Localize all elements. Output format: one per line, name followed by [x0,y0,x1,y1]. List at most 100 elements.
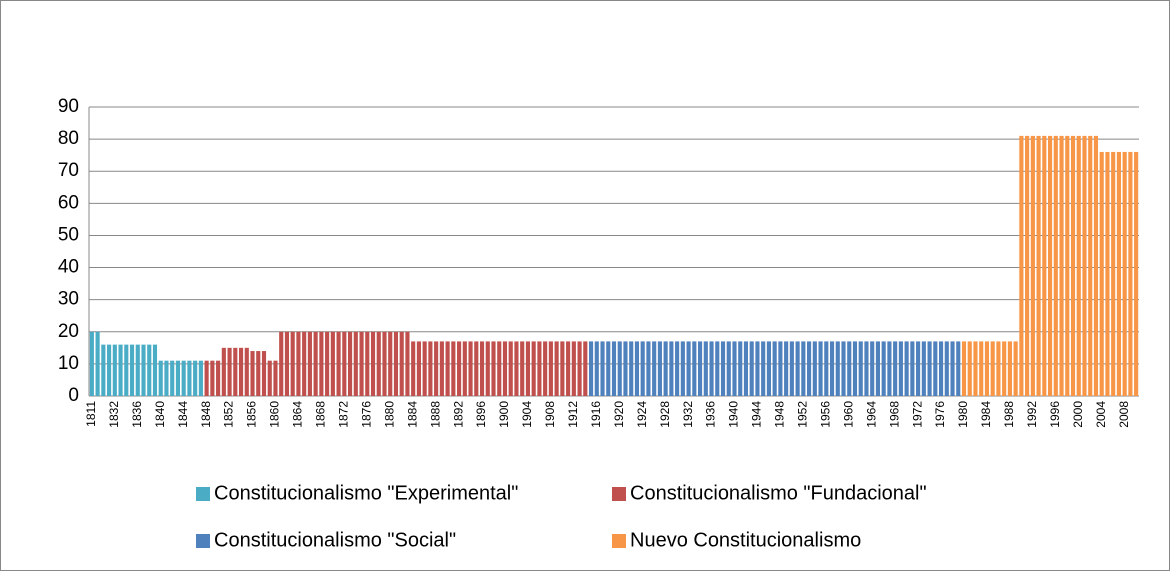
bar [967,341,972,396]
bar [1111,151,1116,396]
bar [812,341,817,396]
bar [434,341,439,396]
bar [514,341,519,396]
bar [405,331,410,396]
bar [129,344,135,396]
legend-label: Constitucionalismo "Fundacional" [630,482,927,504]
bar [646,341,651,396]
bar [778,341,783,396]
x-tick-label: 1964 [864,401,878,428]
bar [416,341,421,396]
bar [193,360,198,396]
bar [543,341,548,396]
legend-label: Nuevo Constitucionalismo [630,529,861,551]
y-tick-label: 0 [68,385,79,406]
bar [829,341,835,396]
bar [411,341,416,396]
bar [1070,135,1076,396]
bar [1128,151,1133,396]
bar [502,341,508,396]
x-tick-label: 1811 [84,401,98,427]
bar [187,360,192,396]
x-tick-label: 1936 [704,401,718,428]
x-tick-label: 1984 [979,401,993,428]
bar [261,351,267,396]
legend-label: Constitucionalismo "Social" [214,529,456,551]
bar [422,341,427,396]
y-tick-label: 20 [58,321,79,342]
legend-swatch [612,534,626,548]
bar [1013,341,1018,396]
y-tick-label: 70 [58,160,79,181]
bar [388,331,393,396]
bar [216,360,221,396]
bar [548,341,553,396]
bar [795,341,800,396]
bar [1059,135,1064,396]
bar [990,341,995,396]
x-tick-label: 1856 [245,401,259,428]
bar [887,341,892,396]
bar [956,341,961,396]
bar [1065,135,1070,396]
bar [698,341,703,396]
bar [1122,151,1127,396]
bar [221,347,226,396]
y-tick-label: 40 [58,257,79,278]
bar [640,341,645,396]
x-tick-label: 2000 [1071,401,1085,428]
bar [181,360,186,396]
bar [577,341,582,396]
bar [497,341,502,396]
x-tick-label: 1932 [681,401,695,428]
bar [927,341,932,396]
bar [623,341,628,396]
x-tick-label: 1956 [818,401,832,428]
bar [238,347,244,396]
bar [428,341,433,396]
bar [1002,341,1007,396]
bar [1042,135,1047,396]
x-tick-label: 1872 [336,401,350,428]
bar [95,331,100,396]
bar [319,331,324,396]
x-tick-label: 1972 [910,401,924,428]
bar [359,331,364,396]
bar [302,331,307,396]
bar [824,341,829,396]
bar [984,341,990,396]
bar [342,331,347,396]
bar [692,341,697,396]
bar [657,341,662,396]
bar [135,344,140,396]
bar [749,341,754,396]
bar [789,341,794,396]
bar [227,347,232,396]
x-tick-label: 1880 [382,401,396,428]
x-tick-label: 1908 [543,401,557,428]
bar [910,341,915,396]
bar [629,341,634,396]
bar [439,341,444,396]
x-tick-label: 1864 [291,401,305,428]
bar [875,341,880,396]
bar [353,331,358,396]
bar [250,351,255,396]
bar [525,341,530,396]
bar [284,331,290,396]
bar [370,331,376,396]
bar [709,341,714,396]
bar [537,341,542,396]
bar [89,331,94,396]
bar [1088,135,1093,396]
bar [898,341,903,396]
bar [588,341,594,396]
x-tick-label: 1968 [887,401,901,428]
bar [703,341,708,396]
bar [445,341,450,396]
bar [531,341,536,396]
bar [112,344,117,396]
bar [457,341,462,396]
bar [267,360,272,396]
x-tick-label: 1860 [268,401,282,428]
